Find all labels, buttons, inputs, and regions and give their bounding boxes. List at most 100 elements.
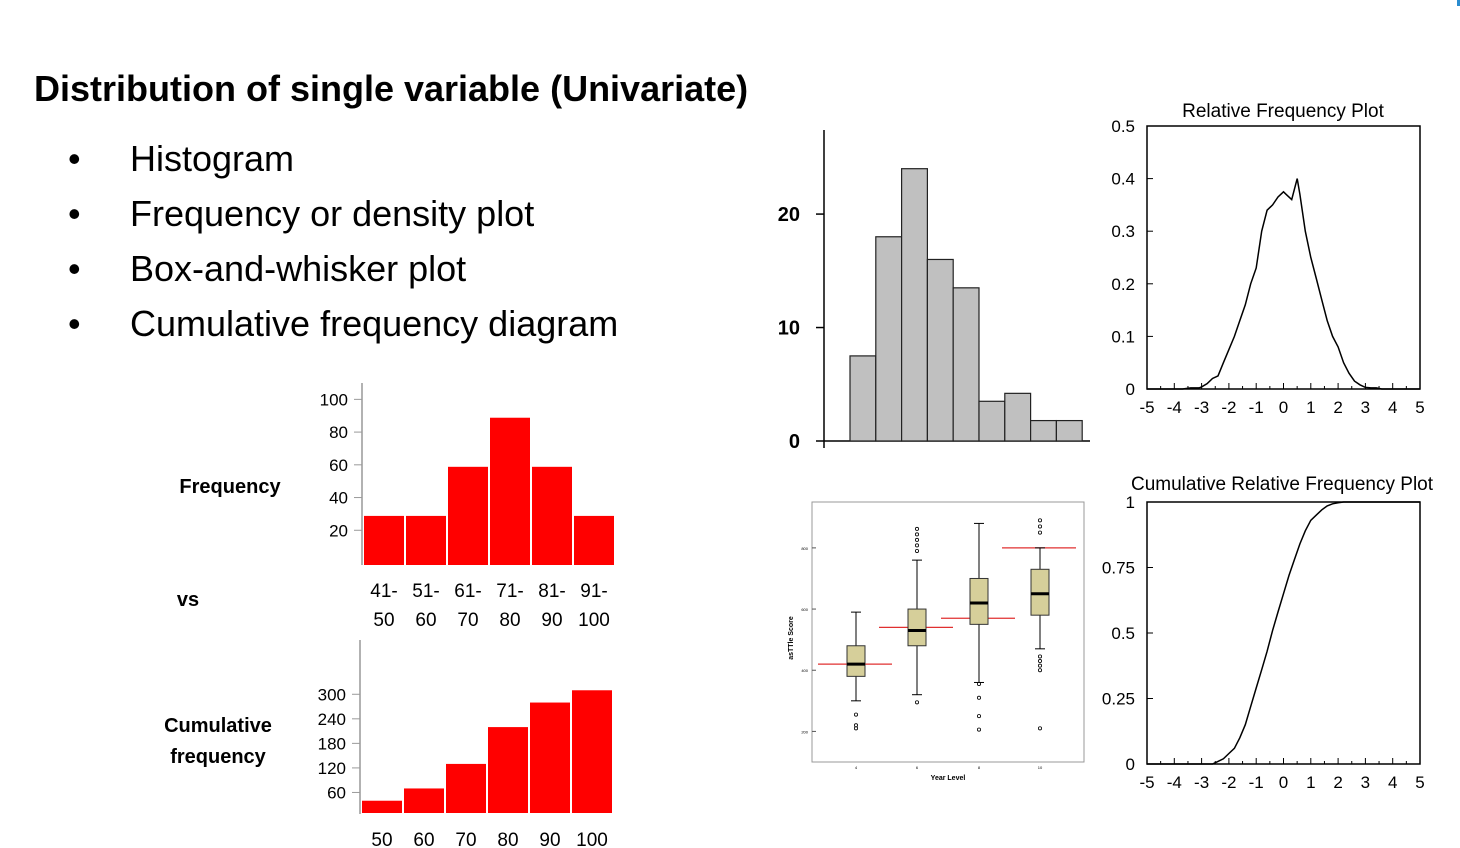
relative-frequency-x-tick-label: -4 <box>1167 398 1182 417</box>
box-plot-outlier <box>915 532 920 537</box>
cumulative-relative-frequency-x-tick-label: 4 <box>1388 773 1397 792</box>
histogram-bar <box>926 258 954 442</box>
cumulative-relative-frequency-y-tick-label: 0.25 <box>1102 690 1135 709</box>
cumulative-y-tick-label: 240 <box>318 710 346 729</box>
box-plot-y-tick-label: 800 <box>801 546 808 551</box>
relative-frequency-x-tick-label: 2 <box>1333 398 1342 417</box>
frequency-x-label-top: 91- <box>580 581 607 602</box>
box-plot: Year Level asTTle Score 200 400 600 800 4 6 8 1… <box>788 501 1085 782</box>
relative-frequency-x-tick-label: -3 <box>1194 398 1209 417</box>
bullet-item: • Frequency or density plot <box>60 190 618 245</box>
box-plot-outlier <box>1038 654 1043 659</box>
slide-title: Distribution of single variable (Univari… <box>34 68 749 109</box>
cumulative-relative-frequency-x-tick-label: 0 <box>1279 773 1288 792</box>
cumulative-x-label: 50 <box>371 830 392 848</box>
histogram-bar <box>849 355 877 442</box>
frequency-x-label-bottom: 80 <box>499 610 520 631</box>
cumulative-relative-frequency-plot: Cumulative Relative Frequency Plot -5 -4-… <box>1102 474 1434 792</box>
frequency-bar <box>574 515 614 565</box>
cumulative-bar <box>488 727 528 813</box>
histogram-y-tick-label: 10 <box>778 318 800 340</box>
cumulative-bar <box>572 690 612 813</box>
bullet-text: Box-and-whisker plot <box>130 248 467 289</box>
relative-frequency-x-tick-label: -1 <box>1249 398 1264 417</box>
bullet-glyph: • <box>68 193 81 234</box>
box-plot-outlier <box>1038 659 1043 664</box>
cumulative-bar <box>404 788 444 813</box>
cumulative-relative-frequency-title: Cumulative Relative Frequency Plot <box>1131 474 1434 495</box>
cumulative-y-tick-label: 120 <box>318 759 346 778</box>
box-plot-frame <box>811 501 1085 763</box>
histogram-bar <box>952 287 980 442</box>
histogram-y-ticks: 0 10 20 <box>778 204 824 453</box>
box-plot-outlier <box>915 537 920 542</box>
bullet-text: Histogram <box>130 138 295 179</box>
cumulative-relative-frequency-x-tick-label: -3 <box>1194 773 1209 792</box>
frequency-bar <box>364 515 404 565</box>
cumulative-bar-chart: Cumulative frequency 60 120 180 240 300 50 60… <box>164 640 612 848</box>
relative-frequency-x-tick-label: 0 <box>1279 398 1288 417</box>
box-plot-y-tick-label: 400 <box>801 668 808 673</box>
cumulative-relative-frequency-x-tick-label: 5 <box>1415 773 1424 792</box>
frequency-x-label-top: 41- <box>370 581 397 602</box>
frequency-bar <box>532 466 572 565</box>
frequency-y-ticks: 20 40 60 80 100 <box>320 390 362 540</box>
frequency-x-label-top: 81- <box>538 581 565 602</box>
box-plot-outlier <box>977 714 982 719</box>
relative-frequency-plot: Relative Frequency Plot -5 -4 -3 -2 -1 0 1 2 3 4 5… <box>1111 101 1424 417</box>
histogram-bar <box>1029 419 1057 442</box>
box-plot-ticks: 200 400 600 800 4 6 8 10 <box>801 546 1043 770</box>
accent-mark <box>1457 0 1460 6</box>
box-plot-outlier <box>915 543 920 548</box>
gray-histogram: 0 10 20 <box>778 130 1090 453</box>
frequency-bar <box>448 466 488 565</box>
relative-frequency-x-tick-label: -5 <box>1139 398 1154 417</box>
frequency-bars <box>364 417 614 565</box>
box-plot-outlier <box>915 700 920 705</box>
histogram-bar <box>1004 392 1032 442</box>
relative-frequency-x-tick-label: -2 <box>1221 398 1236 417</box>
relative-frequency-x-tick-label: 3 <box>1361 398 1370 417</box>
cumulative-bar <box>530 702 570 813</box>
box-plot-outlier <box>1038 524 1043 529</box>
cumulative-relative-frequency-y-tick-label: 1 <box>1126 493 1135 512</box>
frequency-x-labels: 41- 50 51- 60 61- 70 71- 80 81- 90 91- 100 <box>370 581 610 631</box>
box-plot-box <box>907 608 927 647</box>
relative-frequency-x-tick-label: 5 <box>1415 398 1424 417</box>
bullet-item: • Cumulative frequency diagram <box>60 300 618 355</box>
box-plot-x-tick-label: 10 <box>1038 765 1043 770</box>
cumulative-y-ticks: 60 120 180 240 300 <box>318 685 360 802</box>
box-plot-box <box>969 577 989 625</box>
cumulative-relative-frequency-x-tick-label: 1 <box>1306 773 1315 792</box>
frequency-x-label-bottom: 50 <box>373 610 394 631</box>
box-plot-y-label: asTTle Score <box>788 616 795 660</box>
frequency-y-tick-label: 40 <box>329 489 348 508</box>
relative-frequency-frame <box>1146 125 1421 390</box>
box-plot-box <box>1030 568 1050 616</box>
box-plot-outlier <box>915 526 920 531</box>
frequency-x-label-top: 61- <box>454 581 481 602</box>
box-plot-outlier <box>977 727 982 732</box>
box-plot-outlier <box>854 723 859 728</box>
cumulative-relative-frequency-frame <box>1146 501 1421 765</box>
histogram-bar <box>1055 419 1083 442</box>
cumulative-relative-frequency-x-tick-label: 3 <box>1361 773 1370 792</box>
cumulative-y-tick-label: 60 <box>327 783 346 802</box>
frequency-y-tick-label: 100 <box>320 390 348 409</box>
cumulative-relative-frequency-x-tick-label: 2 <box>1333 773 1342 792</box>
bullet-item: • Box-and-whisker plot <box>60 245 618 300</box>
frequency-y-tick-label: 80 <box>329 423 348 442</box>
histogram-bar <box>875 236 903 442</box>
box-plot-outlier <box>854 712 859 717</box>
cumulative-relative-frequency-x-tick-label: -5 <box>1139 773 1154 792</box>
box-plot-y-tick-label: 200 <box>801 729 808 734</box>
box-plot-outlier <box>1038 726 1043 731</box>
cumulative-x-label: 70 <box>455 830 476 848</box>
bullet-item: • Histogram <box>60 135 618 190</box>
box-plot-x-tick-label: 4 <box>855 765 858 770</box>
box-plot-outlier <box>977 695 982 700</box>
relative-frequency-y-tick-label: 0.3 <box>1111 222 1135 241</box>
cumulative-bar <box>446 763 486 813</box>
relative-frequency-x-tick-label: 1 <box>1306 398 1315 417</box>
frequency-x-label-bottom: 90 <box>541 610 562 631</box>
